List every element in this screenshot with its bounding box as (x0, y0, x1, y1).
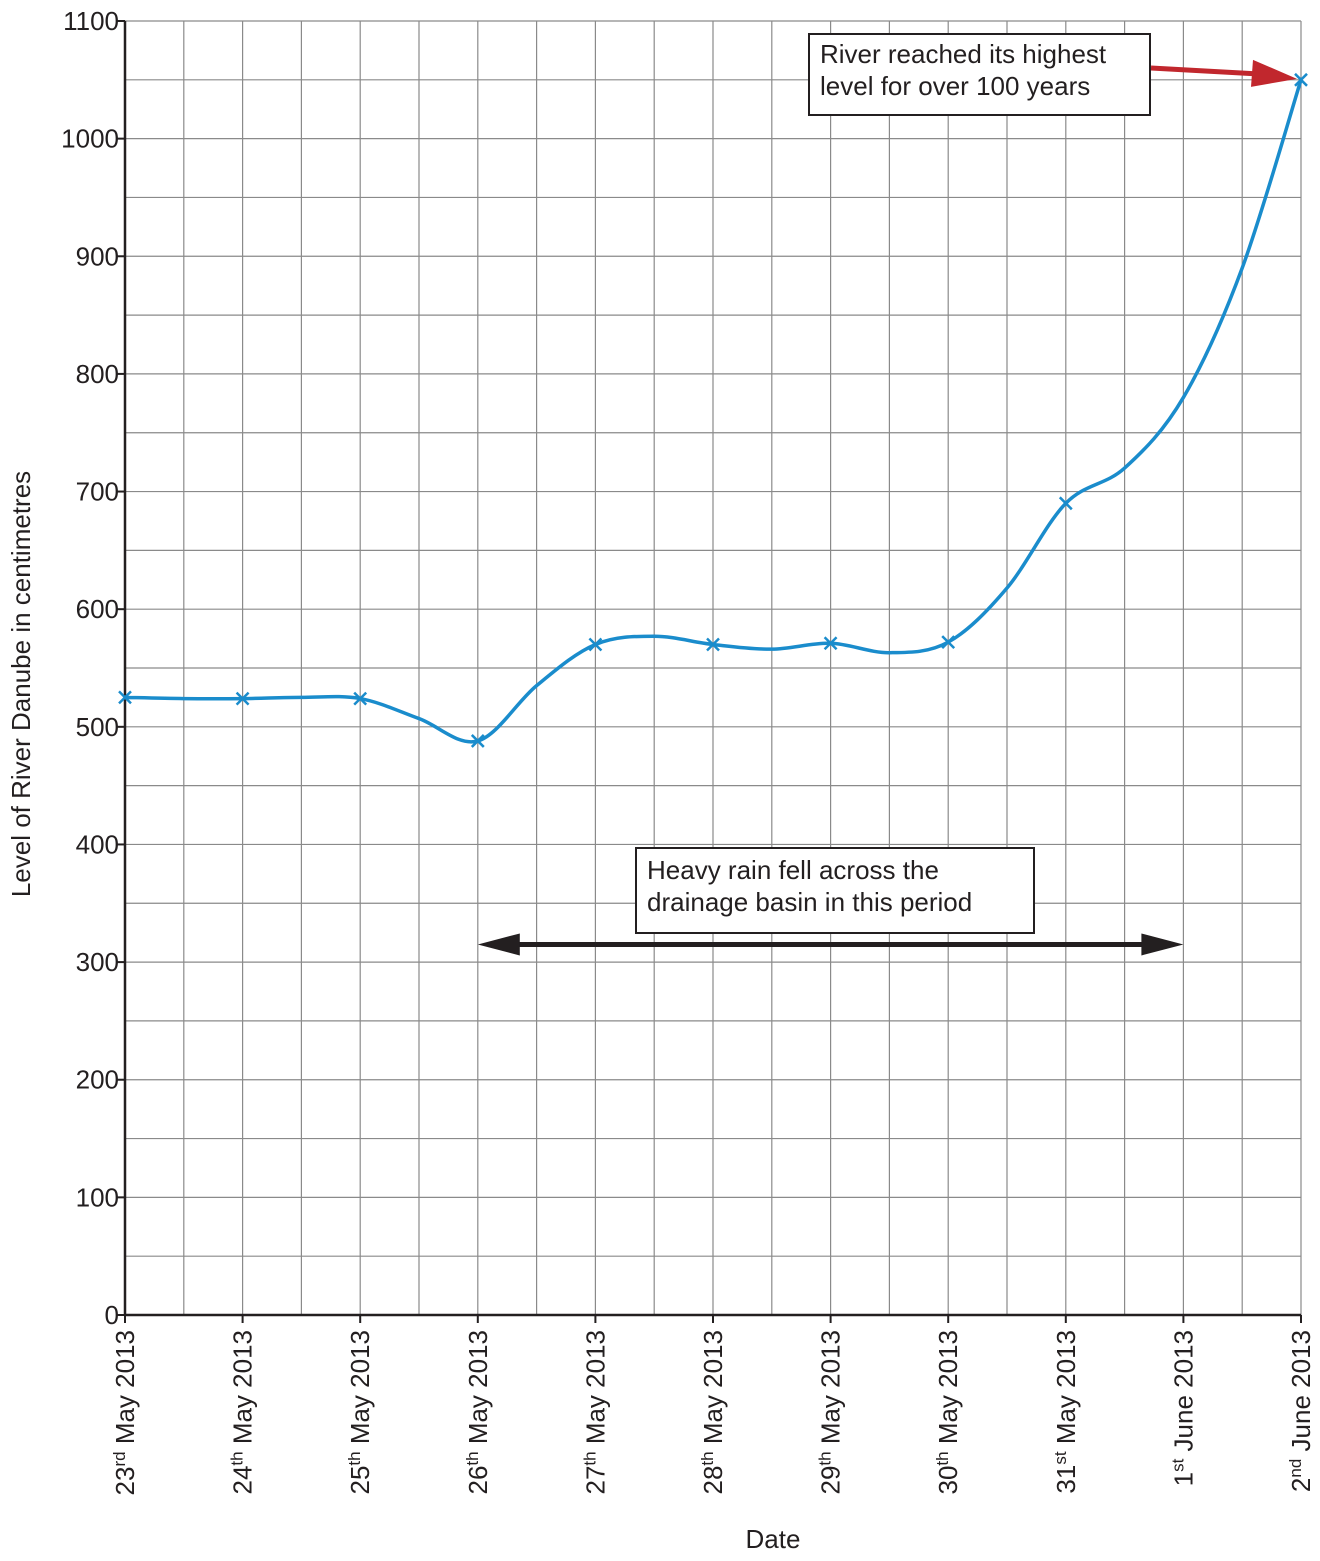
x-tick-label: 23rd May 2013 (110, 1330, 140, 1495)
annotation-line-2: level for over 100 years (820, 71, 1091, 101)
x-tick-label: 27th May 2013 (580, 1330, 610, 1495)
y-tick-label: 500 (76, 712, 119, 742)
data-point-marker (823, 636, 838, 651)
annotation-line-1: Heavy rain fell across the (647, 855, 939, 885)
y-tick-label: 100 (76, 1182, 119, 1212)
y-tick-label: 700 (76, 477, 119, 507)
data-point-marker (353, 691, 368, 706)
x-tick-label: 1st June 2013 (1168, 1330, 1198, 1486)
y-tick-label: 900 (76, 241, 119, 271)
x-tick-label: 29th May 2013 (816, 1330, 846, 1495)
y-tick-label: 300 (76, 947, 119, 977)
data-point-marker (706, 637, 720, 652)
y-tick-label: 1100 (63, 6, 119, 36)
data-markers (118, 72, 1308, 748)
data-point-marker (1294, 72, 1308, 87)
x-axis-label: Date (746, 1524, 801, 1554)
x-tick-label: 28th May 2013 (698, 1330, 728, 1495)
x-tick-labels: 23rd May 2013 24th May 2013 25th May 2013 2… (110, 1315, 1316, 1495)
data-point-marker (235, 691, 250, 706)
y-tick-label: 1000 (61, 124, 119, 154)
annotation-line-2: drainage basin in this period (647, 887, 973, 917)
data-point-marker (588, 637, 603, 652)
data-point-marker (118, 690, 132, 705)
y-tick-label: 0 (105, 1300, 119, 1330)
y-tick-label: 400 (76, 829, 119, 859)
y-tick-labels: 0 100 200 300 400 500 600 700 800 900 1000 1100 (61, 6, 125, 1330)
annotation-highest-level: River reached its highest level for over… (808, 33, 1151, 116)
data-point-marker (941, 635, 956, 650)
annotation-line-1: River reached its highest (820, 39, 1107, 69)
data-point-marker (1058, 496, 1073, 511)
annotation-arrows (477, 59, 1297, 956)
annotation-heavy-rain: Heavy rain fell across the drainage basi… (635, 847, 1035, 934)
x-tick-label: 26th May 2013 (463, 1330, 493, 1495)
x-tick-label: 25th May 2013 (345, 1330, 375, 1495)
x-tick-label: 2nd June 2013 (1286, 1330, 1316, 1492)
x-tick-label: 24th May 2013 (228, 1330, 258, 1495)
y-tick-label: 600 (76, 594, 119, 624)
x-tick-label: 31st May 2013 (1051, 1330, 1081, 1494)
double-headed-arrow (477, 933, 1184, 956)
y-axis-label: Level of River Danube in centimetres (6, 471, 36, 897)
red-arrow (1150, 59, 1297, 87)
x-tick-label: 30th May 2013 (933, 1330, 963, 1495)
series-line (124, 79, 1303, 744)
y-tick-label: 800 (76, 359, 119, 389)
grid (124, 20, 1302, 1316)
data-point-marker (470, 734, 485, 748)
y-tick-label: 200 (76, 1065, 119, 1095)
